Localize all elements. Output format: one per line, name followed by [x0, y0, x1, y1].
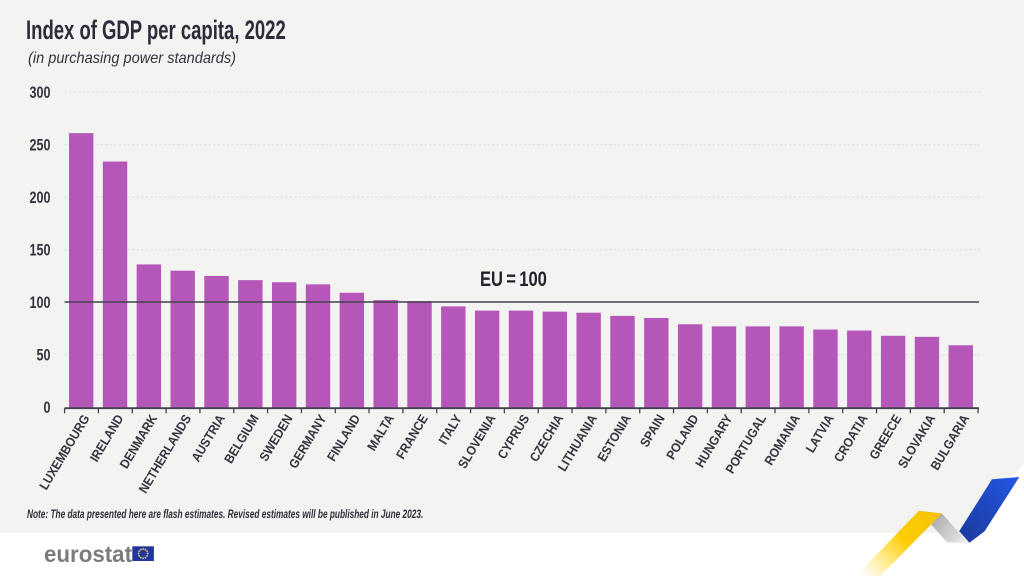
svg-text:100: 100 [30, 293, 51, 312]
svg-text:POLAND: POLAND [664, 412, 702, 462]
svg-text:SPAIN: SPAIN [637, 412, 668, 450]
svg-text:250: 250 [30, 136, 51, 155]
svg-text:ITALY: ITALY [436, 411, 465, 447]
svg-text:ESTONIA: ESTONIA [595, 412, 634, 464]
svg-text:LATVIA: LATVIA [803, 412, 837, 455]
svg-text:EU = 100: EU = 100 [480, 268, 547, 292]
svg-text:150: 150 [30, 241, 51, 260]
svg-text:CYPRUS: CYPRUS [495, 412, 533, 462]
svg-text:0: 0 [44, 398, 51, 417]
svg-text:LUXEMBOURG: LUXEMBOURG [36, 412, 92, 492]
svg-text:50: 50 [37, 346, 51, 365]
svg-text:FRANCE: FRANCE [393, 412, 431, 462]
svg-text:GREECE: GREECE [866, 412, 904, 462]
svg-text:200: 200 [30, 188, 51, 207]
svg-text:MALTA: MALTA [364, 412, 397, 453]
svg-text:CROATIA: CROATIA [831, 412, 871, 465]
svg-text:FINLAND: FINLAND [324, 412, 363, 464]
svg-text:300: 300 [30, 83, 51, 102]
